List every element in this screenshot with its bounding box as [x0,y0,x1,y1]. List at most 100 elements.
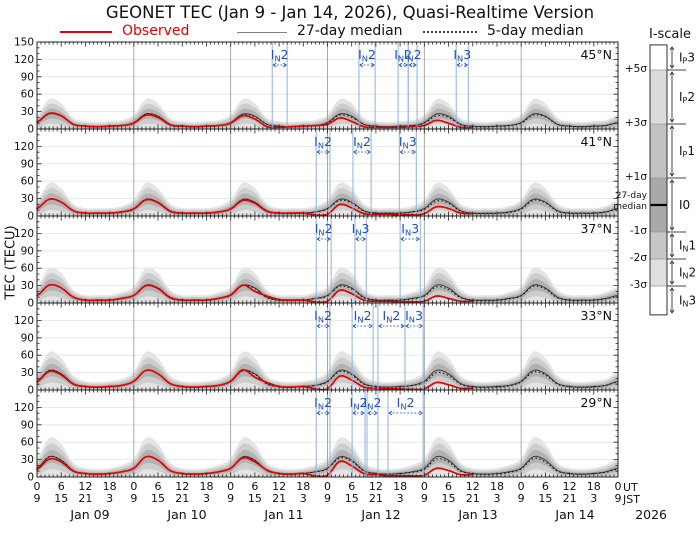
anomaly-label: IN2 [314,395,332,411]
x-tick-ut: 18 [103,480,117,493]
panel-ticks [36,128,619,217]
anomaly-arrowhead-right [418,410,423,416]
anomaly-arrowhead-right [325,149,330,155]
x-tick-jst: 9 [130,492,137,505]
latitude-label: 29°N [580,395,612,410]
sigma-label-n1: -1σ [629,225,647,237]
x-tick-ut: 12 [175,480,189,493]
y-tick-label: 0 [27,472,34,484]
x-tick-ut: 18 [199,480,213,493]
anomaly-annotation: IN3 [404,303,424,390]
anomaly-label: IN2 [271,47,289,63]
page-title: GEONET TEC (Jan 9 - Jan 14, 2026), Quasi… [105,3,595,22]
anomaly-arrowhead-right [325,323,330,329]
iscale-title: I-scale [648,27,692,42]
x-tick-jst: 3 [397,492,404,505]
anomaly-arrowhead-left [359,62,364,68]
y-tick-label: 60 [21,89,34,101]
panel-ticks [36,215,619,304]
x-tick-ut: 6 [445,480,452,493]
anomaly-arrowhead-right [366,149,371,155]
anomaly-annotation: IN2 [350,390,367,477]
iscale-zone-label: IP1 [679,144,695,159]
x-tick-ut: 6 [251,480,258,493]
anomaly-arrowhead-left [388,410,393,416]
latitude-label: 33°N [580,308,612,323]
x-unit-jst: JST [623,493,640,506]
anomaly-annotation: IN3 [352,216,370,303]
x-tick-jst: 21 [369,492,383,505]
y-tick-label: 0 [27,385,34,397]
x-tick-jst: 15 [442,492,456,505]
anomaly-arrowhead-right [360,410,365,416]
y-tick-label: 90 [21,158,34,170]
iscale-arrowhead-down [669,226,675,231]
anomaly-arrowhead-left [378,323,383,329]
x-tick-ut: 0 [518,480,525,493]
x-tick-jst: 9 [615,492,622,505]
anomaly-arrowhead-left [400,236,405,242]
iscale-arrowhead-up [669,71,675,76]
anomaly-arrowhead-right [326,236,331,242]
x-unit-ut: UT [623,481,638,494]
y-tick-label: 0 [27,124,34,136]
anomaly-label: IN2 [314,308,332,324]
anomaly-arrowhead-right [370,62,375,68]
anomaly-annotation: IN2 [404,42,422,129]
anomaly-label: IN3 [352,221,370,237]
anomaly-arrowhead-left [408,62,413,68]
iscale-arrowhead-down [669,280,675,285]
anomaly-annotation: IN3 [398,129,417,216]
iscale-zone-IN1 [650,232,667,259]
y-tick-label: 30 [21,193,34,205]
sigma-label-n2: -2σ [629,252,647,264]
anomaly-annotation: IN2 [352,129,372,216]
anomaly-arrowhead-right [362,236,366,242]
y-tick-label: 0 [27,298,34,310]
anomaly-annotation: IN2 [351,303,374,390]
anomaly-annotation: IN2 [358,42,376,129]
legend-line-5day-median [423,31,477,33]
anomaly-label: IN2 [397,395,415,411]
x-tick-jst: 9 [34,492,41,505]
anomaly-annotation: IN3 [453,42,471,129]
iscale-arrowhead-down [669,64,675,69]
panel-ticks [36,41,619,130]
anomaly-label: IN2 [404,47,422,63]
x-tick-jst: 21 [78,492,92,505]
anomaly-arrowhead-left [352,410,357,416]
latitude-label: 37°N [580,221,612,236]
iscale-arrowhead-up [669,287,675,292]
anomaly-arrowhead-left [398,62,403,68]
x-tick-jst: 9 [518,492,525,505]
x-tick-jst: 3 [106,492,113,505]
iscale-zone-label: I0 [679,198,690,212]
anomaly-arrowhead-left [405,323,410,329]
x-tick-ut: 12 [369,480,383,493]
anomaly-arrowhead-right [403,62,408,68]
anomaly-arrowhead-right [464,62,469,68]
x-tick-ut: 6 [542,480,549,493]
x-tick-jst: 21 [272,492,286,505]
x-tick-jst: 3 [493,492,500,505]
x-tick-jst: 9 [421,492,428,505]
y-tick-label: 120 [14,228,34,240]
anomaly-arrowhead-left [316,149,321,155]
latitude-label: 41°N [580,134,612,149]
iscale-zone-label: IN3 [679,293,696,308]
anomaly-label: IN2 [364,395,382,411]
x-tick-ut: 12 [563,480,577,493]
anomaly-label: IN2 [353,134,371,150]
iscale-zone-IP1 [650,124,667,178]
anomaly-annotation: IN2 [387,390,424,477]
y-tick-label: 120 [14,141,34,153]
y-tick-label: 60 [21,350,34,362]
date-label-jan10: Jan 10 [167,507,207,522]
anomaly-arrowhead-left [456,62,461,68]
iscale-zone-label: IN2 [679,266,696,281]
x-tick-jst: 21 [175,492,189,505]
